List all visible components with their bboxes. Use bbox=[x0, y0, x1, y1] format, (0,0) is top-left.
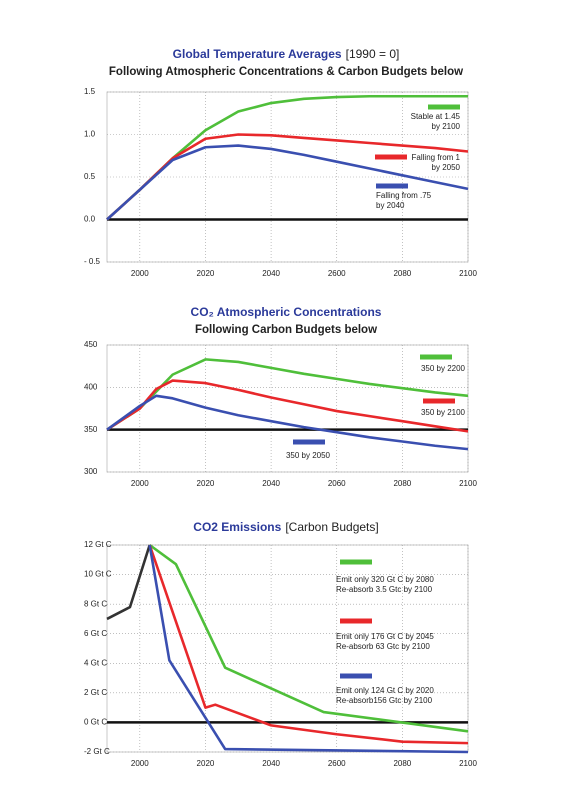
x-tick-label: 2100 bbox=[459, 759, 477, 768]
legend-label: Falling from 1 by 2050 bbox=[411, 153, 460, 172]
x-tick-label: 2100 bbox=[459, 269, 477, 278]
y-tick-label: 350 bbox=[84, 425, 98, 434]
x-tick-label: 2000 bbox=[131, 479, 149, 488]
title-note: [Carbon Budgets] bbox=[285, 520, 378, 534]
legend-label: Falling from .75 by 2040 bbox=[376, 191, 432, 210]
title-note: [1990 = 0] bbox=[346, 47, 400, 61]
legend-label: 350 by 2100 bbox=[420, 408, 465, 417]
y-tick-label: 300 bbox=[84, 467, 98, 476]
y-tick-label: 0.5 bbox=[84, 172, 96, 181]
legend-label: Stable at 1.45 by 2100 bbox=[410, 112, 460, 131]
chart-title: CO₂ Atmospheric Concentrations bbox=[191, 305, 382, 319]
legend-swatch bbox=[420, 354, 452, 360]
chart-title: CO2 Emissions [Carbon Budgets] bbox=[193, 520, 378, 534]
x-tick-label: 2100 bbox=[459, 479, 477, 488]
y-tick-label: 450 bbox=[84, 340, 98, 349]
x-tick-label: 2080 bbox=[393, 479, 411, 488]
title-main: CO₂ Atmospheric Concentrations bbox=[191, 305, 382, 319]
chart-subtitle: Following Carbon Budgets below bbox=[195, 324, 377, 336]
y-tick-label: 2 Gt C bbox=[84, 688, 107, 697]
series-line bbox=[148, 543, 469, 733]
title-main: Global Temperature Averages bbox=[173, 47, 342, 61]
y-tick-label: 400 bbox=[84, 382, 98, 391]
series-line bbox=[106, 394, 469, 451]
x-tick-label: 2040 bbox=[262, 479, 280, 488]
legend-swatch bbox=[376, 183, 408, 189]
x-tick-label: 2020 bbox=[197, 759, 215, 768]
legend-label: Emit only 176 Gt C by 2045 Re-absorb 63 … bbox=[336, 632, 434, 651]
y-tick-label: - 0.5 bbox=[84, 257, 101, 266]
x-tick-label: 2080 bbox=[393, 269, 411, 278]
y-tick-label: 12 Gt C bbox=[84, 540, 112, 549]
legend-label: 350 by 2050 bbox=[285, 451, 330, 460]
x-tick-label: 2600 bbox=[328, 759, 346, 768]
y-tick-label: 8 Gt C bbox=[84, 599, 107, 608]
legend-swatch bbox=[428, 104, 460, 110]
legend-swatch bbox=[340, 673, 372, 679]
legend-swatch bbox=[375, 154, 407, 160]
y-tick-label: 10 Gt C bbox=[84, 570, 112, 579]
legend-label: Emit only 124 Gt C by 2020 Re-absorb156 … bbox=[336, 686, 434, 705]
y-tick-label: 0.0 bbox=[84, 215, 96, 224]
legend-swatch bbox=[423, 398, 455, 404]
x-tick-label: 2040 bbox=[262, 759, 280, 768]
x-tick-label: 2080 bbox=[393, 759, 411, 768]
legend-swatch bbox=[293, 439, 325, 445]
series-line bbox=[106, 144, 469, 221]
y-tick-label: -2 Gt C bbox=[84, 747, 110, 756]
title-main: CO2 Emissions bbox=[193, 520, 281, 534]
legend-swatch bbox=[340, 618, 372, 624]
x-tick-label: 2020 bbox=[197, 269, 215, 278]
series-line bbox=[148, 544, 469, 754]
y-tick-label: 1.5 bbox=[84, 87, 96, 96]
x-tick-label: 2600 bbox=[328, 269, 346, 278]
chart-title: Global Temperature Averages [1990 = 0] bbox=[173, 47, 400, 61]
series-line bbox=[106, 358, 469, 431]
legend-swatch bbox=[340, 559, 372, 565]
x-tick-label: 2060 bbox=[328, 479, 346, 488]
x-tick-label: 2000 bbox=[131, 759, 149, 768]
legend-label: 350 by 2200 bbox=[420, 364, 465, 373]
series-line bbox=[148, 544, 469, 745]
y-tick-label: 4 Gt C bbox=[84, 658, 107, 667]
y-tick-label: 6 Gt C bbox=[84, 629, 107, 638]
chart-subtitle: Following Atmospheric Concentrations & C… bbox=[109, 66, 463, 78]
series-line bbox=[106, 379, 469, 433]
series-line bbox=[106, 544, 151, 621]
x-tick-label: 2040 bbox=[262, 269, 280, 278]
x-tick-label: 2020 bbox=[197, 479, 215, 488]
x-tick-label: 2000 bbox=[131, 269, 149, 278]
y-tick-label: 0 Gt C bbox=[84, 718, 107, 727]
legend-label: Emit only 320 Gt C by 2080 Re-absorb 3.5… bbox=[336, 575, 434, 594]
y-tick-label: 1.0 bbox=[84, 130, 96, 139]
